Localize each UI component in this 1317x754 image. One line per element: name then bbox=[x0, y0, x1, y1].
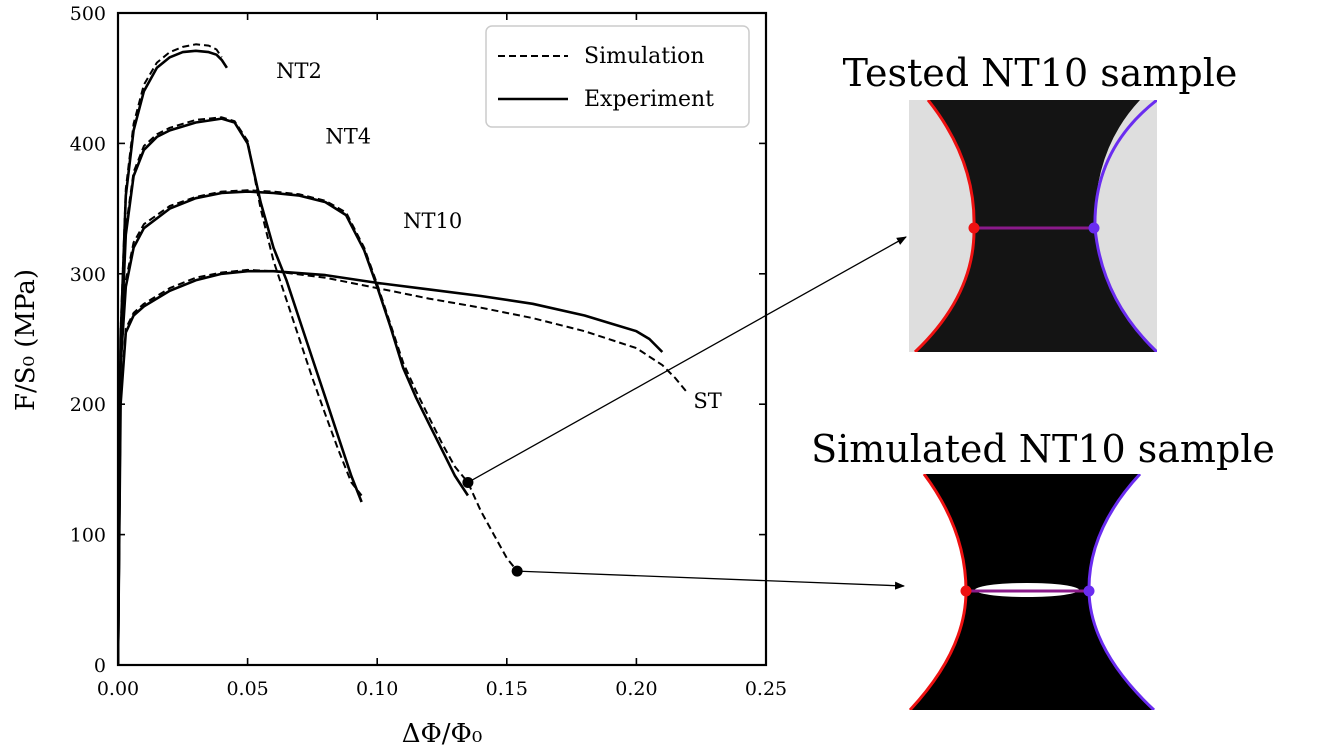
x-tick-labels: 0.00 0.05 0.10 0.15 0.20 0.25 bbox=[97, 678, 787, 700]
simulated-panel: Simulated NT10 sample bbox=[811, 427, 1275, 710]
y-tick-label: 100 bbox=[70, 525, 106, 547]
x-tick-label: 0.10 bbox=[356, 678, 398, 700]
x-axis-label: ΔΦ/Φ₀ bbox=[402, 719, 483, 749]
legend-box bbox=[485, 25, 750, 128]
legend-experiment-label: Experiment bbox=[584, 87, 714, 112]
series-st-experiment-line bbox=[118, 269, 664, 665]
tested-right-point bbox=[1088, 222, 1100, 234]
series-nt4-simulation-line bbox=[118, 116, 363, 665]
series-curves bbox=[118, 43, 689, 665]
simulated-panel-title: Simulated NT10 sample bbox=[811, 427, 1275, 471]
tested-point-marker bbox=[462, 476, 474, 488]
curve-labels: NT2 NT4 NT10 ST bbox=[276, 59, 722, 413]
y-tick-label: 400 bbox=[70, 133, 106, 155]
simulated-point-marker bbox=[511, 565, 523, 577]
simulated-left-point bbox=[960, 585, 972, 597]
tested-panel-title: Tested NT10 sample bbox=[843, 51, 1238, 95]
x-tick-label: 0.15 bbox=[486, 678, 528, 700]
series-nt4-experiment-line bbox=[118, 117, 363, 665]
simulated-right-point bbox=[1083, 585, 1095, 597]
x-tick-label: 0.05 bbox=[226, 678, 268, 700]
tested-specimen bbox=[915, 100, 1157, 352]
y-tick-label: 200 bbox=[70, 394, 106, 416]
arrow-to-tested-panel bbox=[467, 236, 907, 484]
curve-label-nt10: NT10 bbox=[403, 209, 462, 233]
y-tick-label: 300 bbox=[70, 264, 106, 286]
legend: Simulation Experiment bbox=[485, 25, 750, 128]
y-tick-labels: 0 100 200 300 400 500 bbox=[70, 3, 106, 677]
y-tick-label: 500 bbox=[70, 3, 106, 25]
legend-simulation-label: Simulation bbox=[584, 44, 705, 69]
series-nt2-experiment-line bbox=[118, 49, 228, 665]
tested-image bbox=[909, 100, 1157, 352]
arrow-to-simulated-panel bbox=[517, 570, 905, 590]
simulated-image bbox=[906, 474, 1156, 710]
series-st-simulation-line bbox=[118, 268, 689, 665]
series-nt10-experiment-line bbox=[118, 190, 469, 665]
x-tick-label: 0.00 bbox=[97, 678, 139, 700]
plot-frame bbox=[116, 11, 768, 667]
y-tick-label: 0 bbox=[94, 655, 106, 677]
curve-label-nt4: NT4 bbox=[325, 124, 371, 148]
x-tick-label: 0.20 bbox=[615, 678, 657, 700]
tested-left-point bbox=[968, 222, 980, 234]
series-nt2-simulation-line bbox=[118, 43, 223, 665]
series-nt10-simulation-line bbox=[118, 189, 518, 665]
annotations bbox=[462, 236, 907, 590]
curve-label-st: ST bbox=[693, 389, 721, 413]
tested-panel: Tested NT10 sample bbox=[843, 51, 1238, 352]
x-tick-label: 0.25 bbox=[745, 678, 787, 700]
chart: 0.00 0.05 0.10 0.15 0.20 0.25 0 100 200 300 400 50… bbox=[11, 3, 787, 749]
y-axis-label: F/S₀ (MPa) bbox=[11, 269, 41, 411]
curve-label-nt2: NT2 bbox=[276, 59, 322, 83]
